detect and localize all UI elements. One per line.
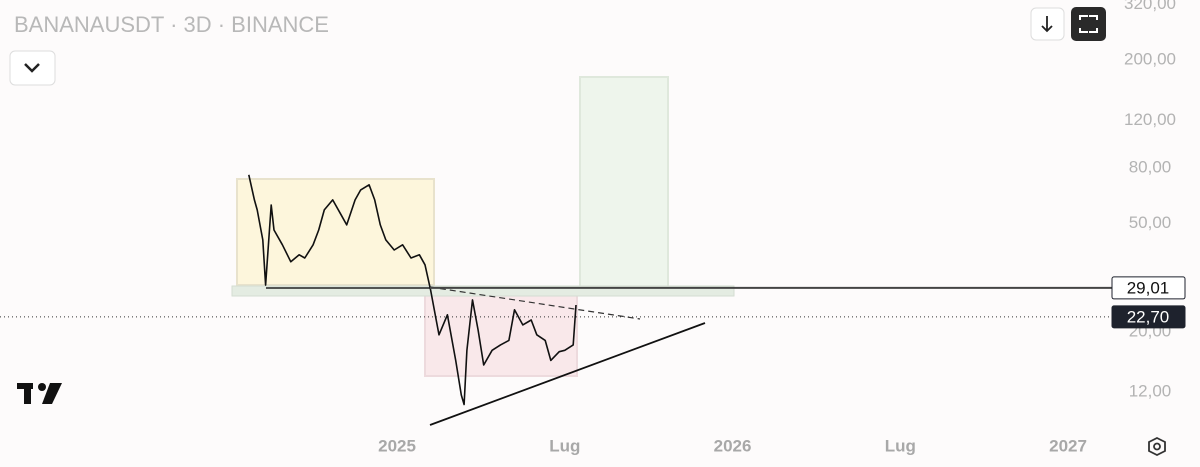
- x-tick-label: 2025: [378, 436, 416, 455]
- y-tick-label: 120,00: [1124, 110, 1176, 129]
- trend-line: [429, 322, 706, 426]
- tradingview-logo: [17, 383, 62, 404]
- price-label: 29,01: [1127, 278, 1170, 297]
- x-tick-label: Lug: [885, 436, 916, 455]
- price-label-box: [1111, 305, 1186, 329]
- zone-box: [231, 285, 735, 297]
- chart-title: BANANAUSDT · 3D · BINANCE: [14, 12, 329, 37]
- x-tick-label: Lug: [549, 436, 580, 455]
- settings-button[interactable]: [1148, 436, 1166, 457]
- trend-line: [429, 286, 641, 320]
- price-label: 22,70: [1127, 307, 1170, 326]
- target-box: [579, 76, 669, 288]
- y-tick-label: 320,00: [1124, 0, 1176, 13]
- y-tick-label: 200,00: [1124, 50, 1176, 69]
- x-tick-label: 2026: [714, 436, 752, 455]
- price-line: [248, 174, 577, 406]
- price-label-box: [1111, 276, 1186, 300]
- download-button[interactable]: [1030, 7, 1065, 41]
- range-box: [424, 291, 578, 377]
- y-tick-label: 80,00: [1129, 158, 1172, 177]
- collapse-button[interactable]: [9, 50, 56, 86]
- y-tick-label: 12,00: [1129, 382, 1172, 401]
- y-tick-label: 50,00: [1129, 213, 1172, 232]
- x-tick-label: 2027: [1049, 436, 1087, 455]
- fullscreen-button[interactable]: [1071, 7, 1106, 41]
